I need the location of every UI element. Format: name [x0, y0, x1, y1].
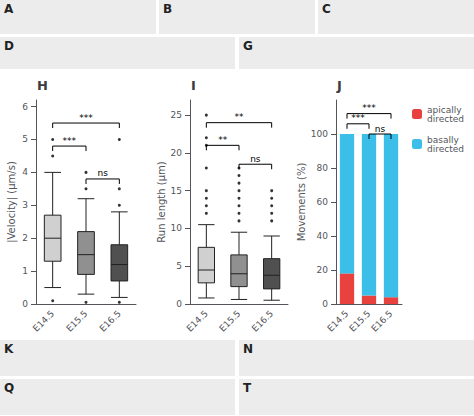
svg-text:***: *** — [79, 113, 93, 123]
svg-text:20: 20 — [171, 148, 183, 158]
svg-text:**: ** — [218, 135, 228, 145]
svg-text:A: A — [4, 2, 14, 16]
svg-text:E15.5: E15.5 — [217, 308, 242, 333]
svg-text:2: 2 — [22, 233, 28, 243]
svg-text:ns: ns — [250, 154, 261, 164]
svg-text:100: 100 — [311, 129, 328, 139]
svg-text:40: 40 — [317, 231, 329, 241]
svg-text:1: 1 — [22, 266, 28, 276]
svg-text:|Velocity| (μm/s): |Velocity| (μm/s) — [6, 161, 18, 243]
svg-text:E15.5: E15.5 — [64, 308, 89, 333]
svg-text:Movements (%): Movements (%) — [296, 163, 307, 242]
svg-text:0: 0 — [176, 299, 182, 309]
svg-text:directed: directed — [427, 114, 464, 124]
svg-text:K: K — [4, 342, 14, 356]
svg-text:5: 5 — [22, 134, 28, 144]
svg-text:N: N — [243, 342, 253, 356]
svg-text:4: 4 — [22, 167, 28, 177]
svg-text:60: 60 — [317, 197, 329, 207]
svg-text:H: H — [37, 78, 48, 93]
svg-text:5: 5 — [176, 261, 182, 271]
svg-text:E14.5: E14.5 — [325, 308, 350, 333]
svg-text:***: *** — [351, 113, 365, 123]
svg-text:0: 0 — [22, 299, 28, 309]
svg-text:D: D — [4, 39, 14, 53]
svg-text:B: B — [163, 2, 172, 16]
svg-text:***: *** — [63, 136, 77, 146]
svg-text:basally: basally — [427, 134, 459, 145]
svg-text:***: *** — [362, 103, 376, 113]
svg-text:0: 0 — [322, 299, 328, 309]
svg-text:G: G — [243, 39, 253, 53]
svg-text:J: J — [336, 78, 342, 93]
svg-text:6: 6 — [22, 102, 28, 112]
svg-text:Q: Q — [4, 381, 14, 395]
svg-text:directed: directed — [427, 144, 464, 154]
svg-text:E16.5: E16.5 — [98, 308, 123, 333]
svg-text:E16.5: E16.5 — [369, 308, 394, 333]
svg-text:**: ** — [235, 112, 245, 122]
svg-text:E16.5: E16.5 — [250, 308, 275, 333]
svg-text:T: T — [243, 381, 252, 395]
svg-text:10: 10 — [171, 223, 183, 233]
svg-text:E15.5: E15.5 — [347, 308, 372, 333]
svg-text:C: C — [322, 2, 331, 16]
svg-text:20: 20 — [317, 265, 329, 275]
svg-text:ns: ns — [375, 124, 386, 134]
svg-text:80: 80 — [317, 163, 329, 173]
svg-text:E14.5: E14.5 — [31, 308, 56, 333]
svg-text:Run length (μm): Run length (μm) — [156, 161, 167, 242]
svg-text:apically: apically — [427, 104, 462, 115]
svg-text:25: 25 — [171, 110, 182, 120]
svg-text:ns: ns — [97, 168, 108, 178]
svg-text:15: 15 — [171, 186, 182, 196]
svg-text:I: I — [191, 78, 196, 93]
svg-text:E14.5: E14.5 — [185, 308, 210, 333]
svg-text:3: 3 — [22, 200, 28, 210]
